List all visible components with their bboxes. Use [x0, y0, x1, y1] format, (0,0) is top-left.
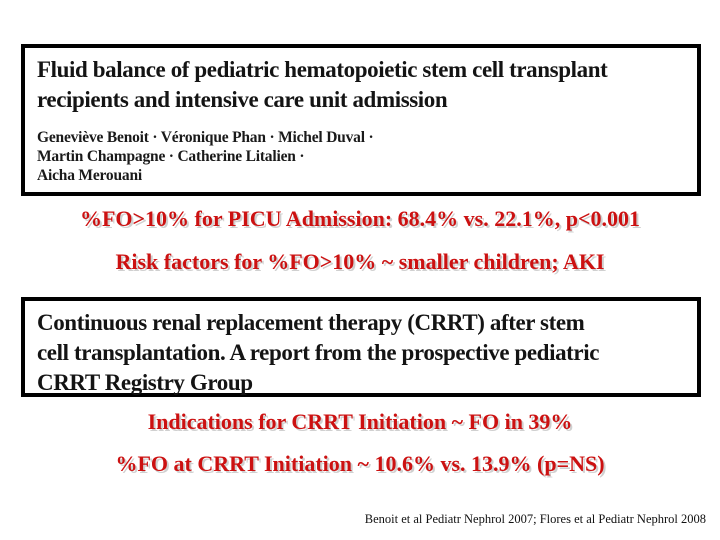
paper1-title: Fluid balance of pediatric hematopoietic… [37, 55, 685, 115]
paper1-title-line: Fluid balance of pediatric hematopoietic… [37, 57, 608, 82]
paper1-author-line: Martin Champagne · Catherine Litalien · [37, 148, 305, 165]
paper1-title-box: Fluid balance of pediatric hematopoietic… [21, 44, 701, 196]
paper2-title-line: Continuous renal replacement therapy (CR… [37, 310, 585, 335]
paper2-title: Continuous renal replacement therapy (CR… [37, 308, 685, 398]
paper2-title-box: Continuous renal replacement therapy (CR… [21, 297, 701, 397]
paper2-title-line: cell transplantation. A report from the … [37, 340, 600, 365]
finding-crrt-initiation: %FO at CRRT Initiation ~ 10.6% vs. 13.9%… [115, 451, 605, 476]
paper2-title-line: CRRT Registry Group [37, 370, 253, 395]
finding-risk-factors: Risk factors for %FO>10% ~ smaller child… [115, 249, 605, 274]
finding-crrt-indications: Indications for CRRT Initiation ~ FO in … [147, 409, 573, 434]
finding-picu-admission: %FO>10% for PICU Admission: 68.4% vs. 22… [79, 206, 641, 231]
paper1-author-line: Aicha Merouani [37, 167, 142, 184]
citation-text: Benoit et al Pediatr Nephrol 2007; Flore… [364, 512, 706, 526]
paper1-author-line: Geneviève Benoit · Véronique Phan · Mich… [37, 129, 374, 146]
paper1-title-line: recipients and intensive care unit admis… [37, 87, 448, 112]
paper1-authors: Geneviève Benoit · Véronique Phan · Mich… [37, 128, 685, 185]
